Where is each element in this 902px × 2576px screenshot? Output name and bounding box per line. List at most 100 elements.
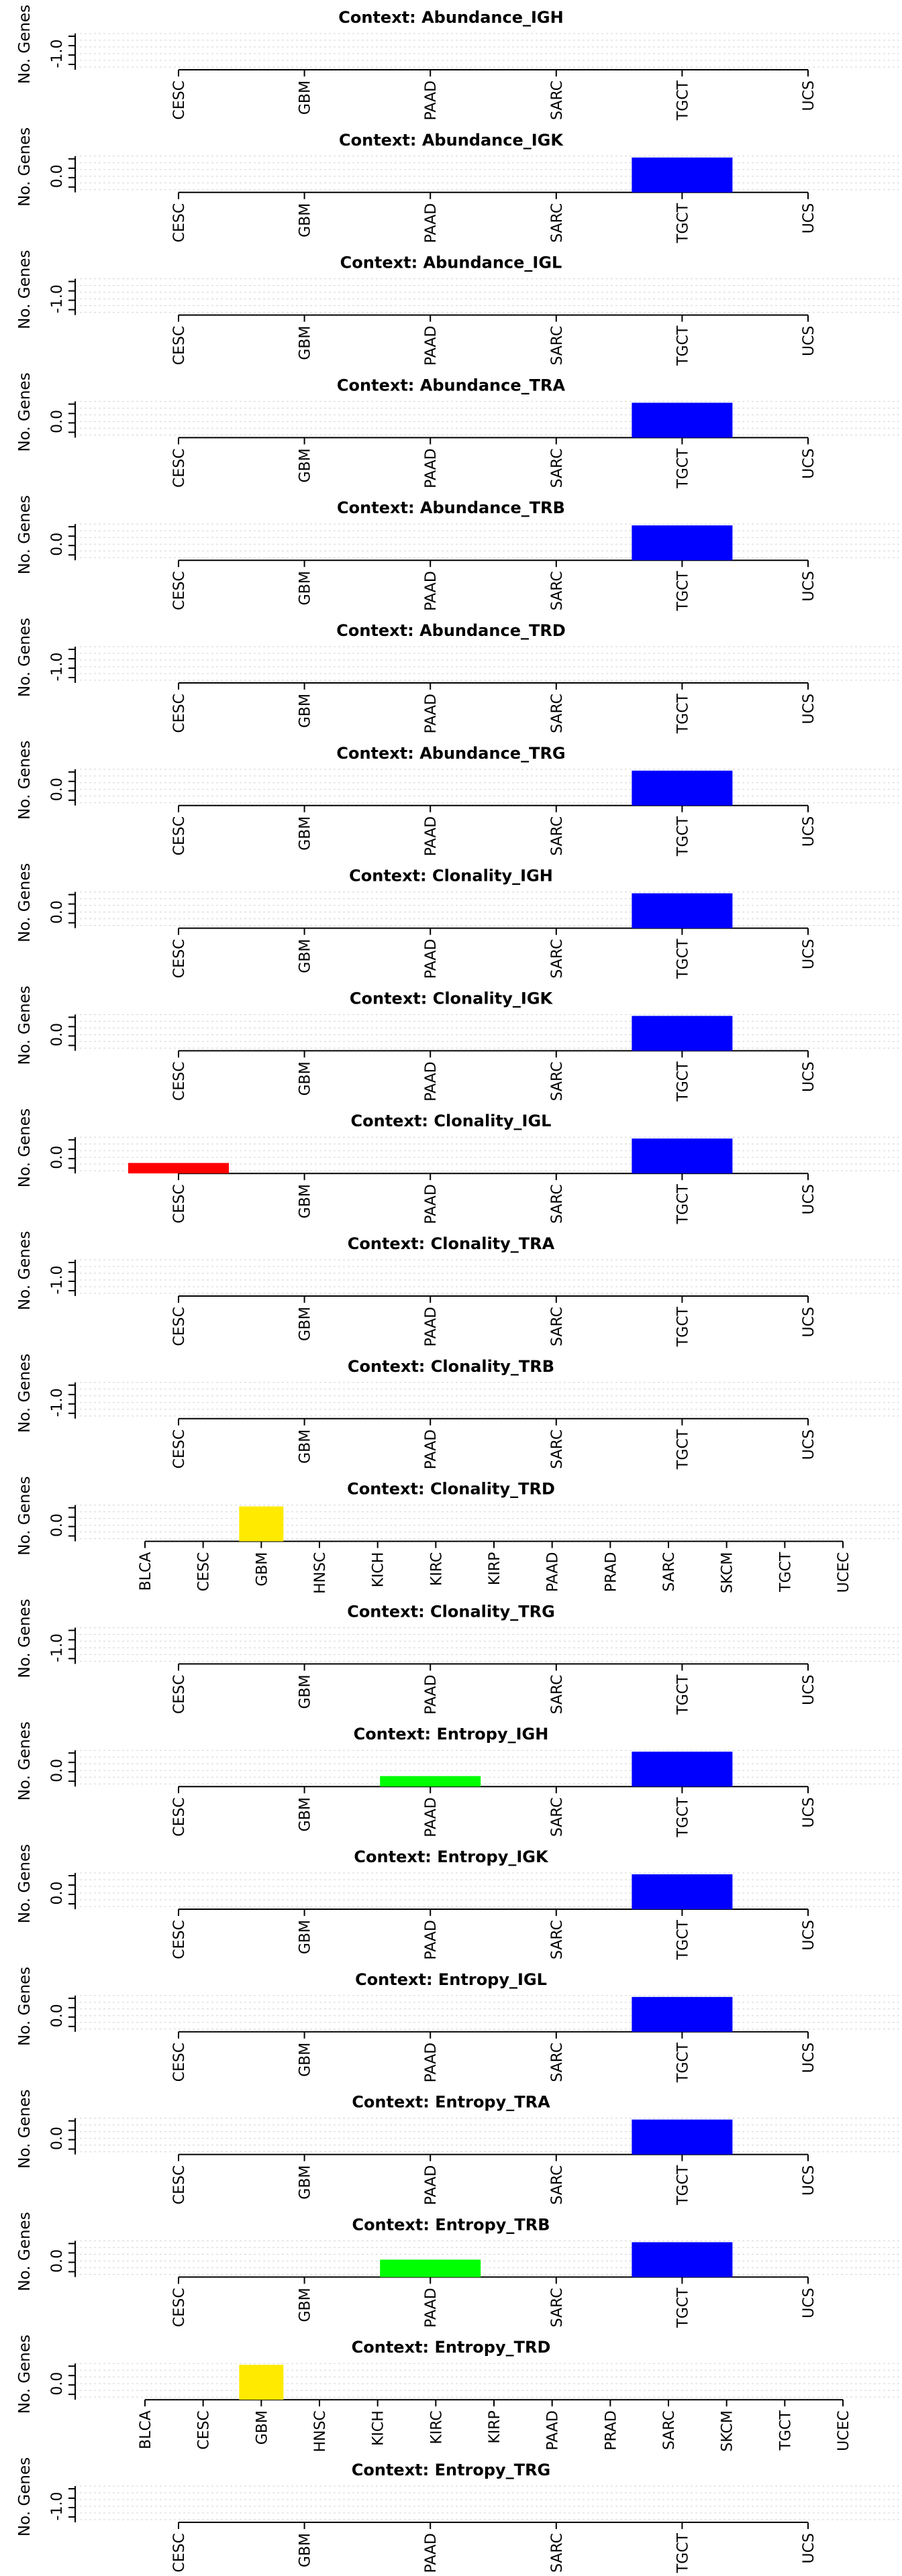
chart-title: Context: Abundance_TRD	[336, 621, 566, 640]
chart-panel: Context: Abundance_IGL No. Genes -1.0 CESC G…	[16, 250, 899, 366]
x-tick-label: GBM	[254, 2410, 270, 2445]
x-tick-label: GBM	[297, 1430, 314, 1464]
y-tick-label: -1.0	[49, 2492, 66, 2521]
x-tick-label: GBM	[297, 2288, 314, 2322]
y-axis-label: No. Genes	[16, 1108, 34, 1187]
y-tick-label: -1.0	[49, 1633, 66, 1662]
chart-title: Context: Clonality_IGL	[351, 1112, 552, 1130]
x-tick-label: CESC	[171, 1184, 188, 1224]
bar-gbm	[239, 1506, 284, 1542]
bar-tgct	[632, 2119, 733, 2155]
x-tick-label: SARC	[549, 203, 566, 243]
bar-cesc	[128, 1163, 229, 1174]
x-tick-label: CESC	[196, 1552, 213, 1592]
x-tick-label: PAAD	[423, 1307, 440, 1347]
x-tick-label: PAAD	[423, 1920, 440, 1960]
y-axis-label: No. Genes	[16, 1844, 34, 1923]
x-tick-label: PRAD	[603, 2410, 619, 2451]
x-tick-label: KIRP	[487, 2410, 503, 2443]
x-tick-label: SARC	[549, 1307, 566, 1346]
x-tick-label: SARC	[549, 1797, 566, 1837]
x-tick-label: GBM	[297, 816, 314, 851]
y-tick-label: 0.0	[49, 1023, 66, 1046]
x-tick-label: TGCT	[674, 816, 691, 857]
x-tick-label: HNSC	[312, 1552, 329, 1594]
x-tick-label: TGCT	[674, 325, 691, 366]
x-tick-label: GBM	[297, 939, 314, 973]
x-tick-label: GBM	[297, 1797, 314, 1831]
x-tick-label: UCS	[801, 1797, 817, 1827]
chart-title: Context: Entropy_TRD	[352, 2338, 551, 2357]
chart-panel: Context: Abundance_TRD No. Genes -1.0 CESC G…	[16, 618, 899, 734]
y-tick-label: 0.0	[49, 2372, 66, 2396]
x-tick-label: SARC	[549, 694, 566, 733]
chart-panel: Context: Abundance_TRG No. Genes 0.0 CESC GB…	[16, 741, 899, 857]
x-tick-label: SARC	[549, 1061, 566, 1101]
x-tick-label: UCS	[801, 203, 817, 233]
x-tick-label: GBM	[254, 1552, 270, 1587]
chart-title: Context: Entropy_IGH	[354, 1725, 549, 1743]
x-tick-label: CESC	[171, 448, 188, 488]
x-tick-label: HNSC	[312, 2410, 329, 2452]
x-tick-label: PAAD	[423, 1674, 440, 1715]
y-axis-label: No. Genes	[16, 2334, 34, 2414]
x-tick-label: TGCT	[674, 1306, 691, 1347]
x-tick-label: UCEC	[836, 2410, 852, 2451]
x-tick-label: PAAD	[423, 2288, 440, 2328]
x-tick-label: BLCA	[138, 2410, 154, 2449]
chart-panel: Context: Clonality_IGH No. Genes 0.0 CESC GB…	[16, 863, 899, 979]
x-tick-label: PAAD	[423, 816, 440, 857]
y-axis-label: No. Genes	[16, 741, 34, 820]
x-tick-label: PAAD	[423, 1061, 440, 1102]
chart-panel: Context: Entropy_IGK No. Genes 0.0 CESC GBM P…	[16, 1844, 899, 1960]
chart-panel: Context: Entropy_TRG No. Genes -1.0 CESC GBM…	[16, 2457, 899, 2573]
bar-tgct	[632, 1016, 733, 1051]
x-tick-label: UCEC	[836, 1552, 852, 1593]
y-axis-label: No. Genes	[16, 1231, 34, 1310]
y-tick-label: -1.0	[49, 1388, 66, 1417]
bar-tgct	[632, 1874, 733, 1909]
y-tick-label: 0.0	[49, 2249, 66, 2273]
x-tick-label: TGCT	[674, 1674, 691, 1715]
chart-title: Context: Abundance_TRG	[336, 744, 565, 763]
chart-title: Context: Clonality_IGH	[349, 867, 553, 885]
y-axis-label: No. Genes	[16, 1721, 34, 1801]
x-tick-label: PAAD	[423, 1797, 440, 1837]
y-axis-label: No. Genes	[16, 127, 34, 207]
chart-panel: Context: Clonality_IGK No. Genes 0.0 CESC GB…	[16, 985, 899, 1102]
x-tick-label: UCS	[801, 1307, 817, 1337]
x-tick-label: SARC	[549, 571, 566, 610]
x-tick-label: CESC	[171, 80, 188, 120]
bar-paad	[380, 2259, 481, 2277]
y-axis-label: No. Genes	[16, 618, 34, 697]
x-tick-label: GBM	[297, 694, 314, 728]
x-tick-label: TGCT	[674, 2042, 691, 2083]
x-tick-label: PAAD	[423, 939, 440, 979]
x-tick-label: GBM	[297, 80, 314, 115]
x-tick-label: TGCT	[674, 1429, 691, 1470]
x-tick-label: UCS	[801, 80, 817, 111]
x-tick-label: GBM	[297, 448, 314, 482]
chart-panel: Context: Abundance_IGH No. Genes -1.0 CESC G…	[16, 5, 899, 121]
chart-panel: Context: Entropy_TRA No. Genes 0.0 CESC GBM P…	[16, 2090, 899, 2206]
x-tick-label: CESC	[171, 2288, 188, 2327]
x-tick-label: PAAD	[545, 1552, 562, 1593]
chart-panel: Context: Clonality_TRD No. Genes 0.0 BLCA CE…	[16, 1477, 899, 1594]
x-tick-label: PAAD	[423, 1430, 440, 1470]
bar-paad	[380, 1776, 481, 1787]
x-tick-label: KICH	[370, 1552, 387, 1588]
y-tick-label: 0.0	[49, 1882, 66, 1905]
x-tick-label: GBM	[297, 1184, 314, 1218]
chart-panel: Context: Abundance_IGK No. Genes 0.0 CESC GB…	[16, 127, 899, 244]
x-tick-label: TGCT	[777, 1552, 794, 1593]
x-tick-label: GBM	[297, 1674, 314, 1709]
bar-tgct	[632, 893, 733, 928]
y-axis-label: No. Genes	[16, 1354, 34, 1433]
x-tick-label: PAAD	[423, 2165, 440, 2206]
x-tick-label: CESC	[171, 1797, 188, 1837]
y-tick-label: 0.0	[49, 900, 66, 924]
x-tick-label: SARC	[549, 2533, 566, 2573]
chart-panel: Context: Clonality_IGL No. Genes 0.0 CESC GB…	[16, 1108, 899, 1224]
x-tick-label: CESC	[171, 939, 188, 979]
